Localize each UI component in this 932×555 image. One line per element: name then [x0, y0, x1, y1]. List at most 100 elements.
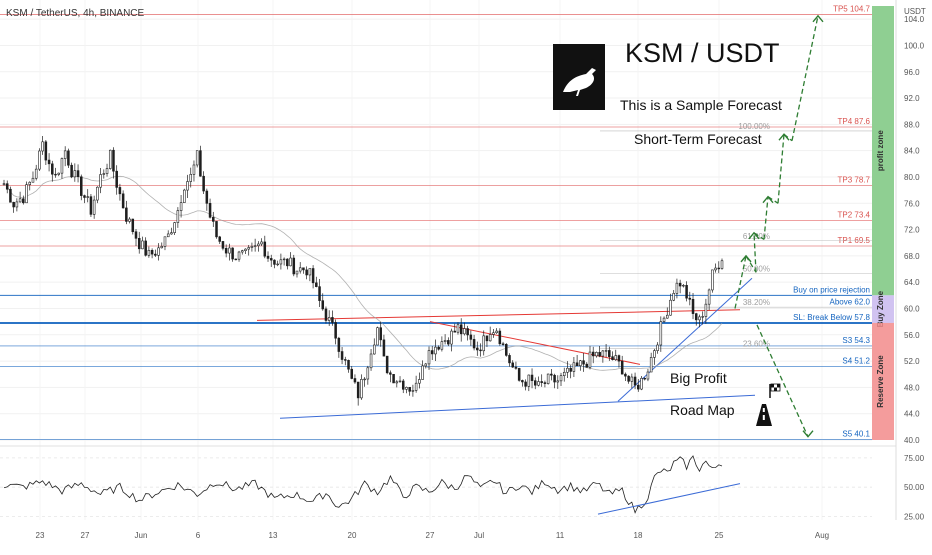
candle-body — [353, 378, 357, 383]
road-label-2: Road Map — [670, 402, 735, 418]
candle-body — [260, 241, 263, 245]
candle-body — [379, 327, 382, 341]
arrow-seg-9 — [756, 324, 809, 437]
level-label-3: TP2 73.4 — [838, 210, 871, 219]
candle-body — [717, 267, 721, 270]
candle-body — [492, 332, 495, 335]
level-label-5: Buy on price rejection — [793, 285, 870, 294]
candle-body — [505, 343, 508, 356]
candle-body — [128, 218, 131, 222]
candle-body — [321, 300, 325, 310]
candle-body — [18, 198, 22, 203]
level-label-10: S5 40.1 — [842, 429, 870, 438]
trend-red-horizontal — [256, 309, 741, 321]
candle-body — [179, 202, 183, 211]
candle-body — [440, 341, 444, 350]
x-tick-11: Aug — [815, 531, 829, 540]
candle-body — [253, 245, 257, 247]
candle-body — [276, 263, 279, 266]
candle-body — [707, 289, 711, 305]
candle-body — [630, 376, 634, 382]
candle-body — [408, 386, 411, 392]
rsi-tick-0: 25.00 — [904, 512, 925, 521]
level-label-6: Above 62.0 — [830, 297, 871, 306]
candle-body — [385, 355, 389, 374]
candle-body — [147, 250, 151, 256]
candle-body — [585, 363, 589, 368]
candle-body — [656, 344, 659, 351]
candle-body — [176, 210, 180, 223]
x-tick-6: 27 — [426, 531, 435, 540]
candle-body — [553, 374, 556, 383]
candle-body — [31, 177, 35, 183]
candle-body — [228, 247, 231, 254]
axes: 40.0 44.0 48.0 52.0 56.0 60.0 64.0 68.0 72.0 76.0… — [36, 0, 926, 540]
candle-body — [157, 247, 160, 256]
candle-body — [105, 168, 109, 174]
candle-body — [83, 195, 86, 198]
candle-body — [9, 188, 12, 203]
trend-blue-support — [279, 394, 756, 419]
candle-body — [698, 316, 701, 321]
y-unit: USDT — [904, 7, 926, 16]
candle-body — [134, 231, 138, 239]
candle-body — [701, 316, 704, 318]
candle-body — [611, 356, 614, 361]
candle-body — [614, 355, 618, 361]
candle-body — [150, 250, 154, 255]
candle-body — [411, 390, 415, 392]
candle-body — [472, 339, 476, 349]
candle-body — [356, 381, 360, 399]
candle-body — [202, 175, 205, 192]
candle-body — [234, 258, 238, 261]
candle-body — [382, 339, 386, 357]
candle-body — [672, 293, 675, 301]
arrow-seg-6 — [777, 134, 785, 204]
candle-body — [459, 324, 463, 335]
candle-body — [22, 198, 25, 204]
y-tick-0: 40.0 — [904, 436, 920, 445]
level-label-2: TP3 78.7 — [838, 176, 871, 185]
forecast-arrows — [734, 14, 824, 438]
level-label-8: S3 54.3 — [842, 336, 870, 345]
arrow-head-4 — [812, 14, 824, 23]
candle-body — [108, 149, 112, 169]
y-tick-15: 100.0 — [904, 41, 925, 50]
overlay-line2: Short-Term Forecast — [634, 131, 762, 147]
candle-body — [199, 150, 202, 177]
candle-body — [556, 380, 560, 383]
road-label-1: Big Profit — [670, 370, 727, 386]
candle-body — [183, 189, 186, 203]
candle-body — [298, 267, 302, 272]
y-tick-8: 72.0 — [904, 226, 920, 235]
candle-body — [86, 196, 89, 198]
arrow-head-1 — [748, 231, 760, 240]
candle-body — [80, 176, 83, 196]
candle-body — [424, 363, 428, 367]
candle-body — [173, 222, 176, 233]
y-tick-9: 76.0 — [904, 199, 920, 208]
candle-body — [392, 374, 395, 384]
candle-body — [263, 241, 267, 257]
x-tick-5: 20 — [348, 531, 357, 540]
zone-label-1: Buy Zone — [876, 290, 885, 327]
candle-body — [89, 196, 93, 215]
candle-body — [508, 355, 511, 364]
candle-body — [318, 286, 321, 301]
candle-body — [231, 247, 234, 260]
candle-body — [566, 367, 569, 373]
candle-body — [546, 373, 550, 384]
checkered-flag-icon — [769, 383, 781, 398]
candle-body — [331, 317, 334, 323]
candle-body — [269, 258, 273, 261]
candle-body — [637, 384, 640, 390]
candle-body — [608, 350, 611, 357]
candle-body — [186, 181, 189, 191]
y-tick-6: 64.0 — [904, 278, 920, 287]
candle-body — [649, 357, 653, 373]
candle-body — [63, 150, 67, 159]
candle-body — [572, 362, 576, 372]
candle-body — [266, 255, 270, 259]
candle-body — [311, 268, 315, 284]
